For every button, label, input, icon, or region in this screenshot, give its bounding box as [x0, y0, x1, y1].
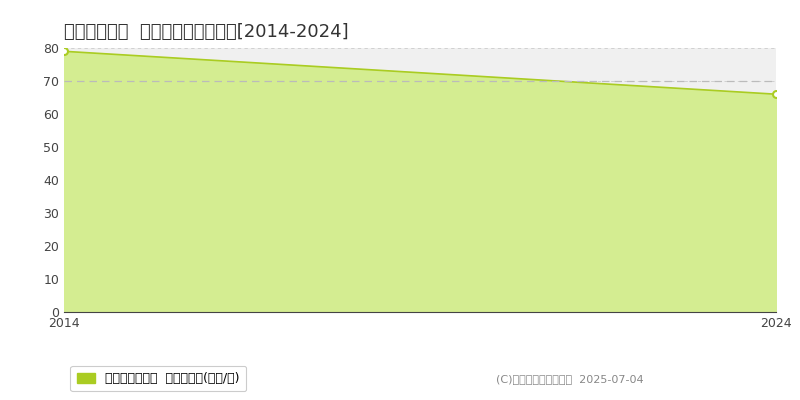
Legend: マンション価格  平均嵪単価(万円/嵪): マンション価格 平均嵪単価(万円/嵪): [70, 366, 246, 391]
Text: (C)土地価格ドットコム  2025-07-04: (C)土地価格ドットコム 2025-07-04: [496, 374, 644, 384]
Text: 届谷市今川町  マンション価格推移[2014-2024]: 届谷市今川町 マンション価格推移[2014-2024]: [64, 23, 349, 41]
